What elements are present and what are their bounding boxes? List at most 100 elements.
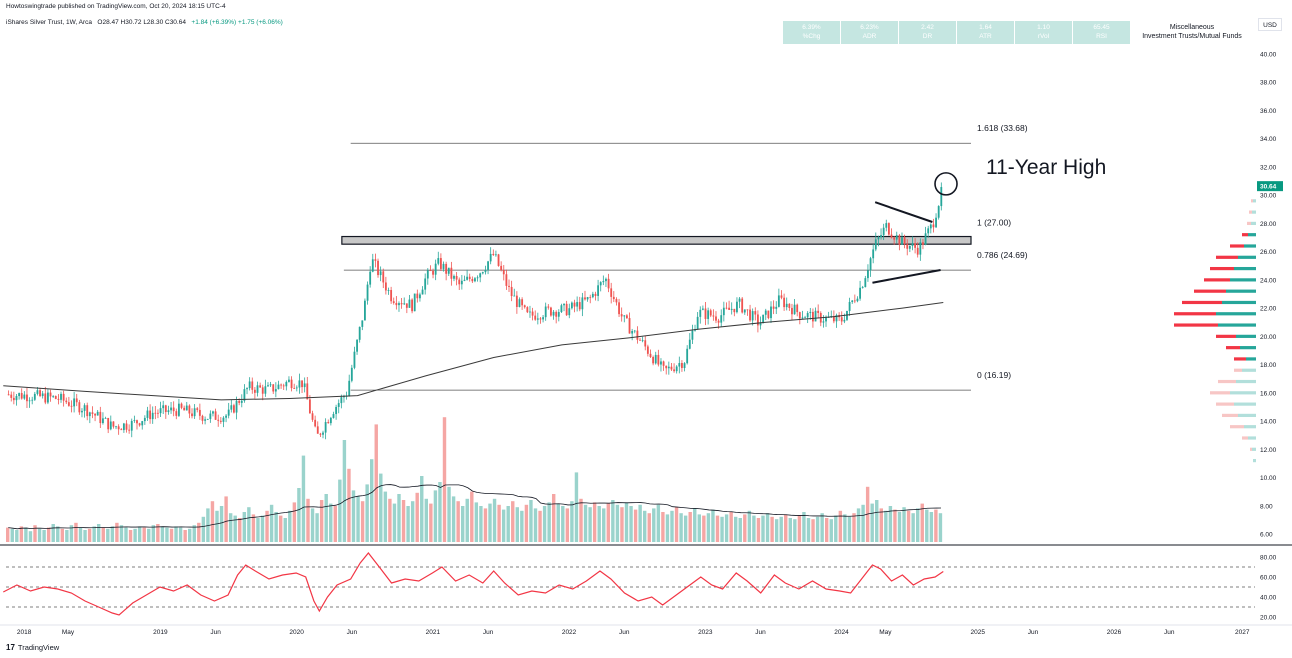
candle-body xyxy=(405,303,408,308)
volume-bar xyxy=(884,510,888,542)
currency-button[interactable]: USD xyxy=(1258,18,1282,31)
candle-body xyxy=(117,426,120,430)
volume-bar xyxy=(824,518,829,542)
volume-bar xyxy=(456,501,460,542)
volume-bar xyxy=(570,501,574,542)
rsi-pane: 20.00 40.00 60.00 80.00 xyxy=(3,552,1277,622)
candle-body xyxy=(94,413,96,416)
candle-body xyxy=(641,340,644,342)
candle-body xyxy=(62,393,65,401)
price-tick-label: 20.00 xyxy=(1260,334,1277,341)
volume-bar xyxy=(110,526,115,542)
price-tick-label: 18.00 xyxy=(1260,362,1277,369)
change-values: +1.84 (+6.39%) +1.75 (+6.06%) xyxy=(191,19,283,26)
candle-body xyxy=(631,330,634,334)
candle-body xyxy=(547,306,550,308)
candle-body xyxy=(10,394,13,398)
volume-bar xyxy=(888,506,893,542)
volume-bar xyxy=(60,528,65,542)
volume-bar xyxy=(251,514,256,542)
volume-bar xyxy=(142,527,146,542)
candle-body xyxy=(832,315,835,322)
volume-bar xyxy=(820,513,824,542)
candle-body xyxy=(853,300,856,302)
price-tick-label: 6.00 xyxy=(1260,532,1273,539)
candle-body xyxy=(704,308,707,319)
volume-bar xyxy=(925,509,929,542)
candle-body xyxy=(563,303,565,306)
candle-body xyxy=(550,307,552,316)
candle-body xyxy=(657,354,660,365)
triangle-lower-line xyxy=(872,269,941,284)
volume-bar xyxy=(793,519,797,542)
candle-body xyxy=(840,317,843,322)
price-tick-label: 8.00 xyxy=(1260,503,1273,510)
volume-bar xyxy=(520,510,524,542)
volume-bar xyxy=(861,504,865,542)
candle-body xyxy=(246,388,248,390)
candle-body xyxy=(18,393,21,397)
volume-bar xyxy=(28,531,33,542)
candle-body xyxy=(125,423,128,430)
volume-bar xyxy=(392,503,397,542)
candle-body xyxy=(822,321,825,323)
candle-body xyxy=(738,298,741,302)
volume-bar xyxy=(934,509,938,542)
price-axis: 6.00 8.00 10.00 12.00 14.00 16.00 18.00 20.00 22… xyxy=(1257,52,1283,539)
volume-bar xyxy=(870,503,874,542)
volume-bar xyxy=(269,504,274,542)
candle-body xyxy=(843,319,846,322)
candle-body xyxy=(460,280,463,285)
candle-body xyxy=(678,363,681,367)
volume-bar xyxy=(633,509,638,542)
price-tick-label: 14.00 xyxy=(1260,419,1277,426)
vp-down-bar xyxy=(1234,368,1242,372)
metric-chg: 6.39% %Chg xyxy=(783,21,840,44)
candle-body xyxy=(578,302,581,310)
volume-bar xyxy=(624,502,629,542)
candle-body xyxy=(874,239,877,250)
candle-body xyxy=(277,384,280,390)
candle-body xyxy=(332,414,335,418)
vp-down-bar xyxy=(1242,436,1248,440)
symbol-name[interactable]: iShares Silver Trust, 1W, Arca xyxy=(6,19,92,26)
metrics-table: 6.39% %Chg 6.23% ADR 2.42 DR 1.64 ATR 1.10 rV… xyxy=(783,21,1130,44)
candle-body xyxy=(416,293,419,299)
volume-bar xyxy=(756,518,761,542)
candle-body xyxy=(57,398,60,400)
volume-bar xyxy=(192,525,196,542)
volume-bar xyxy=(784,514,788,542)
volume-bar xyxy=(133,528,137,542)
candle-body xyxy=(193,408,196,417)
volume-bar xyxy=(119,525,124,542)
volume-bar xyxy=(724,514,729,542)
time-tick-label: Jun xyxy=(755,629,766,636)
candle-body xyxy=(78,402,81,413)
vp-up-bar xyxy=(1222,300,1256,305)
volume-bar xyxy=(247,507,251,542)
volume-bar xyxy=(401,500,406,542)
candle-body xyxy=(825,317,827,322)
volume-bar xyxy=(652,508,656,542)
candle-body xyxy=(146,410,149,418)
candle-body xyxy=(848,301,851,311)
candle-body xyxy=(916,247,919,255)
volume-bar xyxy=(715,515,720,542)
volume-bar xyxy=(711,509,715,542)
volume-bar xyxy=(297,488,301,542)
volume-bar xyxy=(342,440,347,542)
vp-down-bar xyxy=(1218,379,1236,384)
candle-body xyxy=(319,433,322,435)
volume-bar xyxy=(74,522,78,542)
candle-body xyxy=(400,303,403,305)
candle-body xyxy=(28,400,31,402)
candle-body xyxy=(513,295,516,297)
candle-body xyxy=(356,339,358,352)
candle-body xyxy=(867,270,869,279)
metric-dr: 2.42 DR xyxy=(899,21,956,44)
candle-body xyxy=(932,224,935,228)
candle-body xyxy=(295,387,298,389)
candle-body xyxy=(151,412,154,420)
volume-bar xyxy=(893,509,897,542)
